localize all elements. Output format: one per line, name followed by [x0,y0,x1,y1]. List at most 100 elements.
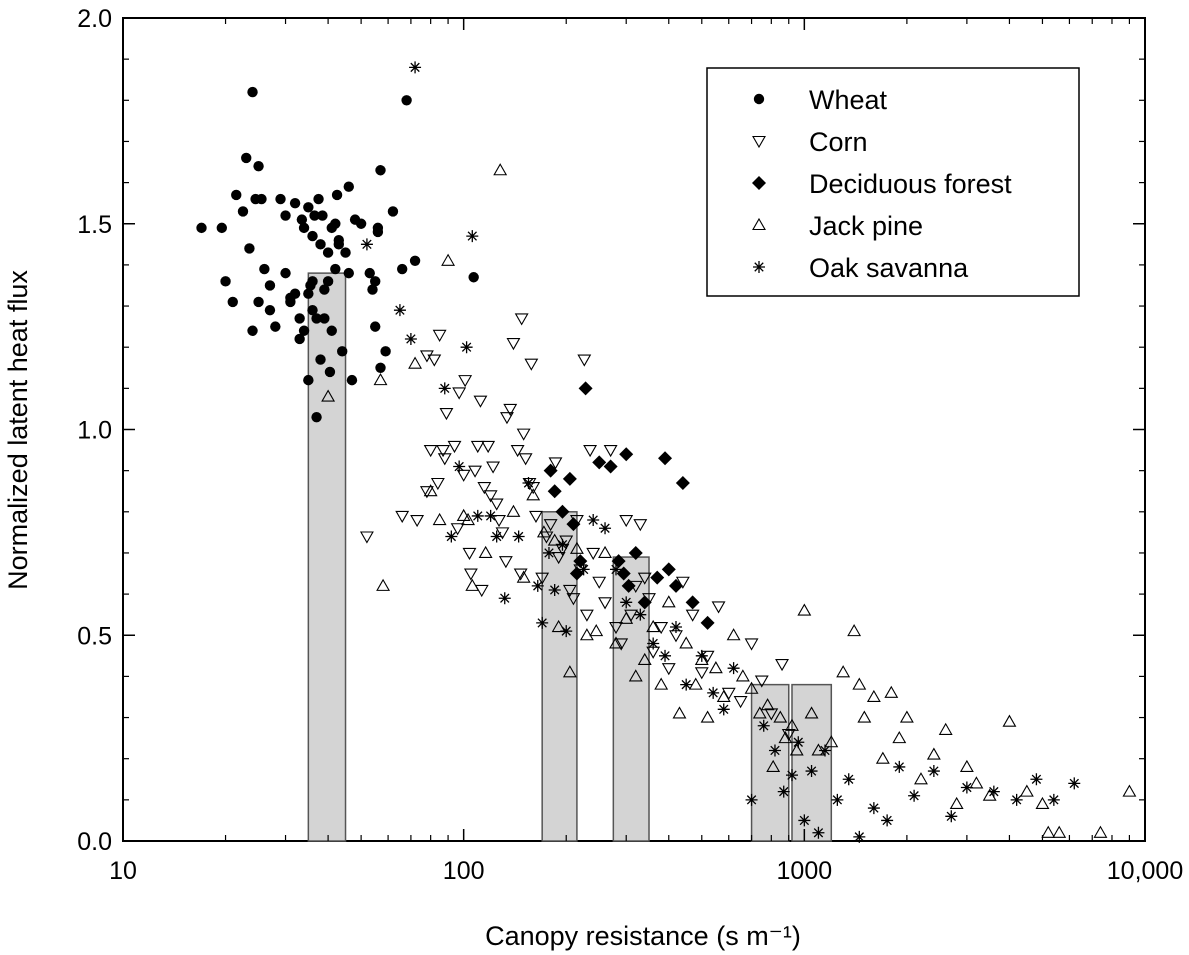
point-corn [781,728,796,742]
point-jack-pine [1052,825,1067,838]
legend-marker-corn [752,135,766,149]
point-wheat [409,255,421,266]
point-wheat [227,296,238,308]
point-corn [427,354,442,367]
point-corn [439,407,454,421]
point-corn [503,403,518,417]
point-deciduous-forest [611,554,626,569]
y-axis-title: Normalized latent heat flux [3,270,33,590]
point-wheat [256,193,267,205]
point-corn [609,621,623,635]
point-corn [395,510,410,524]
point-wheat [237,206,249,217]
point-jack-pine [661,595,676,608]
point-wheat [289,197,301,209]
point-oak-savanna [757,719,770,732]
point-corn [764,708,779,721]
legend-label-jack-pine: Jack pine [809,211,923,241]
point-wheat [294,333,305,345]
point-oak-savanna [409,61,422,74]
point-jack-pine [866,689,881,703]
point-oak-savanna [360,238,373,251]
point-wheat [303,374,314,386]
point-jack-pine [551,619,566,633]
point-oak-savanna [867,802,880,815]
point-wheat [337,346,348,357]
point-jack-pine [744,681,759,694]
point-corn [359,531,374,544]
point-oak-savanna [987,785,1000,798]
point-jack-pine [982,788,997,801]
point-oak-savanna [1010,793,1023,806]
point-deciduous-forest [668,578,683,593]
point-wheat [372,222,384,234]
point-jack-pine [811,743,826,756]
point-wheat [370,276,381,287]
point-jack-pine [637,652,652,665]
point-corn [543,519,558,532]
point-jack-pine [892,731,907,744]
point-deciduous-forest [592,455,607,470]
point-oak-savanna [745,793,758,806]
legend-label-corn: Corn [809,127,868,157]
point-jack-pine [679,636,694,649]
point-wheat [216,222,228,234]
point-corn [559,535,574,548]
point-wheat [196,222,207,234]
point-deciduous-forest [619,447,634,462]
point-jack-pine [700,710,715,723]
point-jack-pine [579,628,594,641]
point-wheat [375,362,386,373]
point-corn [462,547,477,561]
point-wheat [241,152,252,164]
legend-label-oak-savanna: Oak savanna [809,253,969,283]
point-wheat [333,239,345,250]
point-corn [598,597,612,610]
point-jack-pine [959,759,974,772]
point-jack-pine [875,751,890,764]
point-jack-pine [716,689,731,703]
point-corn [473,395,488,408]
point-corn [436,445,451,458]
point-jack-pine [408,356,423,369]
point-oak-savanna [927,765,940,778]
point-wheat [244,243,255,254]
point-corn [492,514,506,528]
point-jack-pine [536,525,551,538]
point-oak-savanna [669,621,682,634]
point-wheat [253,160,264,172]
point-jack-pine [789,743,804,756]
point-corn [518,453,533,466]
point-jack-pine [760,698,775,711]
point-jack-pine [735,669,750,682]
point-oak-savanna [577,563,590,576]
bars-layer [307,272,833,842]
point-jack-pine [797,603,812,616]
point-jack-pine [478,545,493,559]
point-oak-savanna [560,625,573,638]
point-corn [447,440,462,454]
point-corn [562,584,577,598]
point-corn [423,445,438,458]
x-tick-label: 100 [443,857,485,885]
point-oak-savanna [536,616,549,629]
legend-items: Wheat Corn Deciduous forest Jack pine Oak sa… [752,85,1012,283]
point-jack-pine [461,512,475,526]
point-wheat [330,218,341,229]
point-wheat [275,193,286,205]
y-tick-label: 0.0 [77,828,112,856]
point-wheat [364,267,375,279]
point-corn [535,572,550,585]
point-corn [744,638,759,651]
point-corn [513,568,528,581]
x-tick-label: 10,000 [1107,857,1183,885]
y-tick-label: 2.0 [77,5,112,33]
point-jack-pine [654,677,669,690]
point-wheat [307,304,318,316]
point-oak-savanna [542,546,555,559]
point-wheat [396,263,408,275]
point-jack-pine [516,570,531,583]
point-corn [733,696,748,709]
point-corn [654,621,669,635]
